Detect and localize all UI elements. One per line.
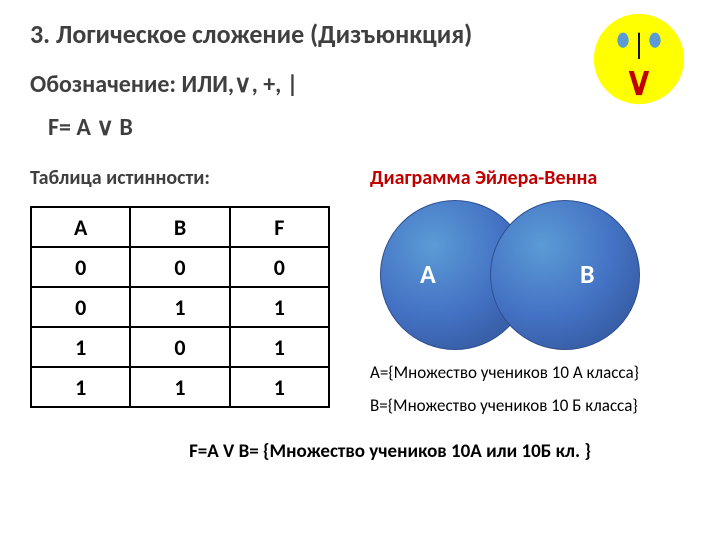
svg-text:∨: ∨ <box>625 57 654 106</box>
table-cell: 0 <box>130 247 229 287</box>
venn-label: Диаграмма Эйлера-Венна <box>370 166 690 190</box>
venn-label-a: A <box>420 258 436 290</box>
venn-diagram: A B <box>380 200 660 350</box>
table-cell: 1 <box>31 327 130 367</box>
table-header: A <box>31 207 130 247</box>
table-cell: 1 <box>130 287 229 327</box>
table-row: A B F <box>31 207 329 247</box>
table-header: B <box>130 207 229 247</box>
truth-table: A B F 0 0 0 0 1 1 1 0 1 1 1 1 <box>30 206 330 408</box>
table-cell: 1 <box>31 367 130 407</box>
table-cell: 0 <box>230 247 329 287</box>
venn-circle-b <box>490 200 640 350</box>
table-row: 0 0 0 <box>31 247 329 287</box>
final-formula: F=A V B= {Множество учеников 10А или 10Б… <box>90 440 690 463</box>
table-row: 1 1 1 <box>31 367 329 407</box>
table-cell: 0 <box>130 327 229 367</box>
notation-line: Обозначение: ИЛИ,∨, +, | <box>30 70 690 99</box>
table-cell: 1 <box>230 367 329 407</box>
table-cell: 0 <box>31 287 130 327</box>
table-cell: 1 <box>130 367 229 407</box>
formula-line: F= A ∨ B <box>48 113 690 142</box>
table-cell: 1 <box>230 327 329 367</box>
table-cell: 0 <box>31 247 130 287</box>
table-row: 0 1 1 <box>31 287 329 327</box>
table-cell: 1 <box>230 287 329 327</box>
set-b-description: B={Множество учеников 10 Б класса} <box>370 395 690 416</box>
table-row: 1 0 1 <box>31 327 329 367</box>
smiley-face: ∨ <box>592 12 686 106</box>
truth-table-label: Таблица истинности: <box>30 166 330 190</box>
set-a-description: A={Множество учеников 10 А класса} <box>370 362 690 383</box>
venn-label-b: B <box>580 258 595 290</box>
slide-title: 3. Логическое сложение (Дизъюнкция) <box>30 18 690 50</box>
table-header: F <box>230 207 329 247</box>
